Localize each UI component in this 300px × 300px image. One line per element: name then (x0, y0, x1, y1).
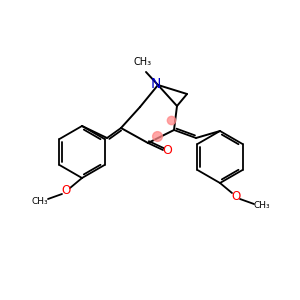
Text: CH₃: CH₃ (134, 57, 152, 67)
Text: N: N (151, 77, 161, 91)
Text: O: O (162, 145, 172, 158)
Text: CH₃: CH₃ (254, 202, 270, 211)
Text: O: O (231, 190, 241, 202)
Text: CH₃: CH₃ (32, 196, 48, 206)
Text: O: O (61, 184, 70, 197)
